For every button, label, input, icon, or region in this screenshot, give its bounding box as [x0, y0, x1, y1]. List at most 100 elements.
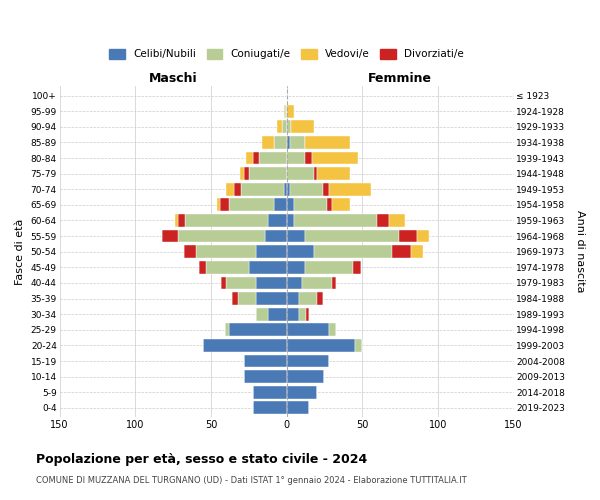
Bar — [287, 402, 309, 414]
Bar — [287, 214, 294, 227]
Bar — [233, 183, 241, 196]
Bar — [305, 152, 312, 164]
Bar — [287, 136, 290, 149]
Bar — [284, 183, 287, 196]
Y-axis label: Fasce di età: Fasce di età — [15, 218, 25, 285]
Bar — [265, 230, 287, 242]
Bar — [285, 105, 287, 118]
Bar — [203, 339, 287, 352]
Bar — [196, 246, 256, 258]
Bar — [290, 183, 323, 196]
Bar — [287, 105, 294, 118]
Bar — [178, 214, 185, 227]
Bar — [287, 230, 305, 242]
Bar — [226, 276, 256, 289]
Bar — [268, 214, 287, 227]
Bar — [221, 276, 226, 289]
Bar — [287, 386, 317, 398]
Bar — [287, 152, 305, 164]
Bar — [389, 214, 404, 227]
Bar — [287, 339, 355, 352]
Bar — [416, 230, 429, 242]
Y-axis label: Anni di nascita: Anni di nascita — [575, 210, 585, 293]
Bar — [287, 292, 299, 305]
Bar — [232, 292, 238, 305]
Bar — [294, 214, 377, 227]
Bar — [353, 261, 361, 274]
Bar — [199, 261, 206, 274]
Bar — [206, 261, 249, 274]
Bar — [185, 214, 268, 227]
Bar — [217, 198, 220, 211]
Bar — [256, 308, 268, 320]
Bar — [329, 324, 337, 336]
Bar — [306, 308, 309, 320]
Bar — [256, 292, 287, 305]
Bar — [226, 183, 233, 196]
Bar — [249, 167, 287, 180]
Bar — [249, 261, 287, 274]
Bar — [274, 198, 287, 211]
Bar — [287, 354, 329, 368]
Bar — [241, 183, 284, 196]
Bar — [410, 246, 423, 258]
Bar — [287, 370, 325, 383]
Bar — [287, 246, 314, 258]
Bar — [287, 261, 305, 274]
Bar — [262, 136, 274, 149]
Bar — [282, 120, 287, 133]
Bar — [312, 152, 358, 164]
Bar — [224, 324, 229, 336]
Bar — [277, 120, 282, 133]
Bar — [259, 152, 287, 164]
Bar — [284, 105, 285, 118]
Bar — [244, 370, 287, 383]
Bar — [317, 292, 323, 305]
Bar — [290, 136, 305, 149]
Bar — [287, 198, 294, 211]
Bar — [305, 230, 398, 242]
Bar — [163, 230, 178, 242]
Bar — [317, 167, 350, 180]
Bar — [314, 246, 392, 258]
Bar — [323, 183, 329, 196]
Legend: Celibi/Nubili, Coniugati/e, Vedovi/e, Divorziati/e: Celibi/Nubili, Coniugati/e, Vedovi/e, Di… — [105, 45, 468, 64]
Bar — [299, 308, 306, 320]
Bar — [244, 354, 287, 368]
Text: Femmine: Femmine — [368, 72, 432, 85]
Bar — [287, 324, 329, 336]
Bar — [287, 183, 290, 196]
Bar — [291, 120, 314, 133]
Bar — [328, 198, 332, 211]
Bar — [253, 386, 287, 398]
Bar — [302, 276, 332, 289]
Text: Popolazione per età, sesso e stato civile - 2024: Popolazione per età, sesso e stato civil… — [36, 452, 367, 466]
Bar — [377, 214, 389, 227]
Bar — [220, 198, 229, 211]
Bar — [329, 183, 371, 196]
Bar — [274, 136, 287, 149]
Bar — [332, 198, 350, 211]
Bar — [253, 402, 287, 414]
Bar — [239, 167, 244, 180]
Bar — [355, 339, 362, 352]
Bar — [398, 230, 416, 242]
Bar — [229, 198, 274, 211]
Bar — [175, 214, 178, 227]
Bar — [287, 167, 314, 180]
Bar — [256, 276, 287, 289]
Bar — [253, 152, 259, 164]
Bar — [244, 167, 249, 180]
Bar — [299, 292, 317, 305]
Text: Maschi: Maschi — [149, 72, 197, 85]
Bar — [178, 230, 265, 242]
Bar — [392, 246, 410, 258]
Bar — [246, 152, 253, 164]
Bar — [314, 167, 317, 180]
Bar — [332, 276, 337, 289]
Bar — [305, 261, 353, 274]
Bar — [287, 120, 291, 133]
Bar — [294, 198, 328, 211]
Bar — [238, 292, 256, 305]
Bar — [287, 276, 302, 289]
